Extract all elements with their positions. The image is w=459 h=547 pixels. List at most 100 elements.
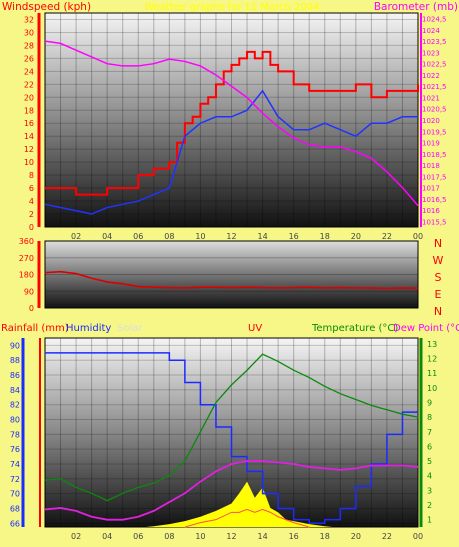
- x-tick-label: 00: [413, 232, 423, 241]
- y-right-tick-label: 1022,5: [422, 61, 447, 69]
- y-right-tick-label: 1016: [422, 207, 440, 215]
- x-tick-label: 14: [257, 532, 267, 541]
- x-tick-label: 06: [133, 232, 143, 241]
- humidity-tick-label: 80: [10, 416, 20, 425]
- x-tick-label: 12: [226, 532, 236, 541]
- temperature-label: Temperature (°C): [311, 323, 398, 334]
- y-right-tick-label: 1015,5: [422, 218, 447, 226]
- direction-label-e: E: [435, 288, 442, 301]
- windspeed-axis-title: Windspeed (kph): [2, 1, 91, 13]
- y-left-tick-label: 2: [29, 210, 34, 219]
- y-left-tick-label: 0: [29, 223, 34, 232]
- humidity-tick-label: 78: [10, 430, 20, 439]
- y-left-tick-label: 14: [24, 132, 34, 141]
- direction-label-w: W: [433, 254, 444, 267]
- y-right-tick-label: 1023: [422, 49, 440, 57]
- y-left-tick-label: 30: [24, 28, 34, 37]
- humidity-tick-label: 90: [10, 341, 20, 350]
- y-left-tick-label: 6: [29, 184, 34, 193]
- x-tick-label: 10: [195, 232, 205, 241]
- x-tick-label: 18: [320, 532, 330, 541]
- x-tick-label: 04: [102, 232, 112, 241]
- y-right-tick-label: 1017,5: [422, 173, 447, 181]
- humidity-label: Humidity: [66, 323, 111, 334]
- y-left-tick-label: 10: [24, 158, 34, 167]
- y-right-tick-label: 1018: [422, 162, 440, 170]
- y-right-tick-label: 1019: [422, 140, 440, 148]
- direction-tick-label: 270: [19, 254, 34, 263]
- x-tick-label: 04: [102, 532, 112, 541]
- direction-tick-label: 0: [29, 304, 34, 313]
- y-right-tick-label: 1022: [422, 72, 440, 80]
- y-left-tick-label: 22: [24, 80, 34, 89]
- x-tick-label: 12: [226, 232, 236, 241]
- y-right-tick-label: 1023,5: [422, 38, 447, 46]
- humidity-tick-label: 70: [10, 490, 20, 499]
- y-left-tick-label: 18: [24, 106, 34, 115]
- humidity-tick-label: 88: [10, 356, 20, 365]
- humidity-tick-label: 76: [10, 445, 20, 454]
- uv-label: UV: [248, 323, 262, 334]
- barometer-axis-title: Barometer (mb): [374, 1, 458, 13]
- y-left-tick-label: 12: [24, 145, 34, 154]
- y-right-tick-label: 1024: [422, 27, 440, 35]
- temperature-tick-label: 12: [427, 355, 437, 364]
- y-left-tick-label: 4: [29, 197, 34, 206]
- humidity-tick-label: 72: [10, 475, 20, 484]
- y-right-tick-label: 1020,5: [422, 106, 447, 114]
- y-left-tick-label: 28: [24, 41, 34, 50]
- x-tick-label: 20: [351, 532, 361, 541]
- humidity-tick-label: 86: [10, 371, 20, 380]
- temperature-tick-label: 4: [427, 472, 432, 481]
- temperature-tick-label: 11: [427, 369, 437, 378]
- y-right-tick-label: 1024,5: [422, 16, 447, 24]
- dewpoint-label: Dew Point (°C): [393, 323, 459, 334]
- direction-tick-label: 360: [19, 237, 34, 246]
- direction-label-n2: N: [434, 305, 442, 318]
- x-tick-label: 08: [164, 232, 174, 241]
- x-tick-label: 02: [71, 532, 81, 541]
- humidity-tick-label: 74: [10, 460, 20, 469]
- y-right-tick-label: 1020: [422, 117, 440, 125]
- direction-tick-label: 180: [19, 271, 34, 280]
- x-tick-label: 16: [289, 532, 299, 541]
- x-tick-label: 00: [413, 532, 423, 541]
- temperature-tick-label: 9: [427, 398, 432, 407]
- y-right-tick-label: 1021: [422, 94, 440, 102]
- x-tick-label: 16: [289, 232, 299, 241]
- x-tick-label: 06: [133, 532, 143, 541]
- x-tick-label: 10: [195, 532, 205, 541]
- humidity-tick-label: 68: [10, 504, 20, 513]
- y-left-tick-label: 20: [24, 93, 34, 102]
- y-left-tick-label: 8: [29, 171, 34, 180]
- solar-label: Solar: [117, 323, 143, 334]
- chart-title: Weather graphs for 11 March 2004: [145, 2, 320, 13]
- x-tick-label: 22: [382, 232, 392, 241]
- y-left-tick-label: 16: [24, 119, 34, 128]
- x-tick-label: 22: [382, 532, 392, 541]
- temperature-tick-label: 8: [427, 413, 432, 422]
- humidity-tick-label: 84: [10, 386, 20, 395]
- y-left-tick-label: 32: [24, 15, 34, 24]
- y-right-tick-label: 1019,5: [422, 128, 447, 136]
- temperature-tick-label: 2: [427, 501, 432, 510]
- direction-label-n: N: [434, 237, 442, 250]
- temperature-tick-label: 1: [427, 516, 432, 525]
- x-tick-label: 20: [351, 232, 361, 241]
- direction-tick-label: 90: [24, 287, 34, 296]
- humidity-tick-label: 82: [10, 401, 20, 410]
- temperature-tick-label: 3: [427, 486, 432, 495]
- y-left-tick-label: 26: [24, 54, 34, 63]
- x-tick-label: 08: [164, 532, 174, 541]
- direction-label-s: S: [435, 271, 442, 284]
- temperature-tick-label: 13: [427, 340, 437, 349]
- y-right-tick-label: 1018,5: [422, 151, 447, 159]
- x-tick-label: 02: [71, 232, 81, 241]
- x-tick-label: 18: [320, 232, 330, 241]
- temperature-tick-label: 10: [427, 384, 437, 393]
- y-right-tick-label: 1017: [422, 185, 440, 193]
- rainfall-label: Rainfall (mm): [1, 323, 69, 334]
- y-right-tick-label: 1021,5: [422, 83, 447, 91]
- temperature-tick-label: 6: [427, 442, 432, 451]
